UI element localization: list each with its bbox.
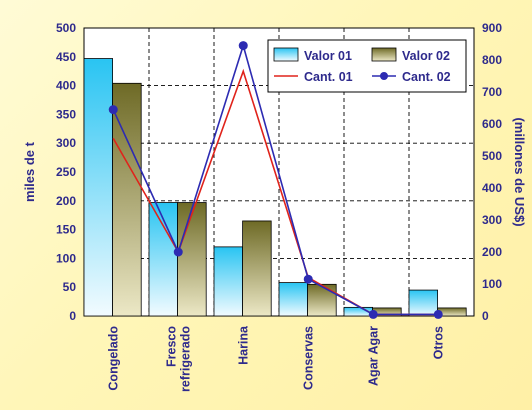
bar-1 — [278, 282, 309, 317]
bars — [83, 58, 467, 317]
left-tick-label: 100 — [56, 251, 76, 265]
left-tick-label: 250 — [56, 165, 76, 179]
bar-2 — [242, 220, 272, 317]
line-point — [368, 309, 378, 319]
left-tick-label: 450 — [56, 50, 76, 64]
legend-box — [267, 39, 467, 93]
right-tick-label: 700 — [482, 85, 502, 99]
right-tick-label: 900 — [482, 21, 502, 35]
line-point — [108, 105, 118, 115]
legend-marker — [380, 72, 388, 80]
bar-2 — [112, 82, 142, 317]
right-tick-label: 200 — [482, 245, 502, 259]
right-tick-label: 300 — [482, 213, 502, 227]
right-tick-label: 400 — [482, 181, 502, 195]
right-tick-label: 0 — [482, 309, 489, 323]
left-axis-label: miles de t — [22, 141, 37, 202]
legend-label: Cant. 02 — [402, 70, 451, 84]
category-label: Frescorefrigerado — [164, 326, 192, 392]
right-tick-label: 500 — [482, 149, 502, 163]
category-label-line: refrigerado — [178, 326, 192, 392]
lines — [108, 41, 443, 319]
category-label-line: Congelado — [106, 326, 120, 391]
line-point — [433, 309, 443, 319]
category-label: Harina — [236, 325, 250, 365]
legend-label: Valor 02 — [402, 49, 450, 63]
line-point — [238, 41, 248, 51]
legend-swatch — [371, 47, 397, 62]
category-label-line: Harina — [236, 325, 250, 365]
line-point — [303, 274, 313, 284]
left-tick-label: 50 — [63, 280, 77, 294]
bar-2 — [307, 283, 337, 317]
bar-2 — [177, 202, 207, 317]
category-label-line: Fresco — [164, 326, 178, 367]
legend: Valor 01 Valor 02 Cant. 01 Cant. 02 — [267, 39, 467, 93]
category-label: Congelado — [106, 326, 120, 391]
left-tick-label: 500 — [56, 21, 76, 35]
category-label: Agar Agar — [366, 326, 380, 386]
left-tick-label: 150 — [56, 223, 76, 237]
right-tick-label: 600 — [482, 117, 502, 131]
left-tick-label: 200 — [56, 194, 76, 208]
right-tick-label: 800 — [482, 53, 502, 67]
right-axis-label: (millones de US$) — [512, 117, 527, 226]
category-label-line: Otros — [431, 326, 445, 359]
legend-swatch — [273, 47, 299, 62]
category-label: Otros — [431, 326, 445, 359]
series-line-2 — [112, 42, 439, 316]
legend-label: Valor 01 — [304, 49, 352, 63]
legend-label: Cant. 01 — [304, 70, 353, 84]
bar-1 — [83, 58, 114, 317]
right-tick-label: 100 — [482, 277, 502, 291]
bar-1 — [213, 246, 244, 317]
bar-1 — [408, 289, 439, 317]
category-label: Conservas — [301, 326, 315, 390]
line-point — [173, 247, 183, 257]
left-tick-label: 400 — [56, 79, 76, 93]
axis-ticks: 0 50 100 150 200 250 300 350 400 450 500 0 100 200 300… — [56, 21, 502, 392]
left-tick-label: 0 — [69, 309, 76, 323]
left-tick-label: 300 — [56, 136, 76, 150]
category-label-line: Agar Agar — [366, 326, 380, 386]
category-label-line: Conservas — [301, 326, 315, 390]
left-tick-label: 350 — [56, 107, 76, 121]
